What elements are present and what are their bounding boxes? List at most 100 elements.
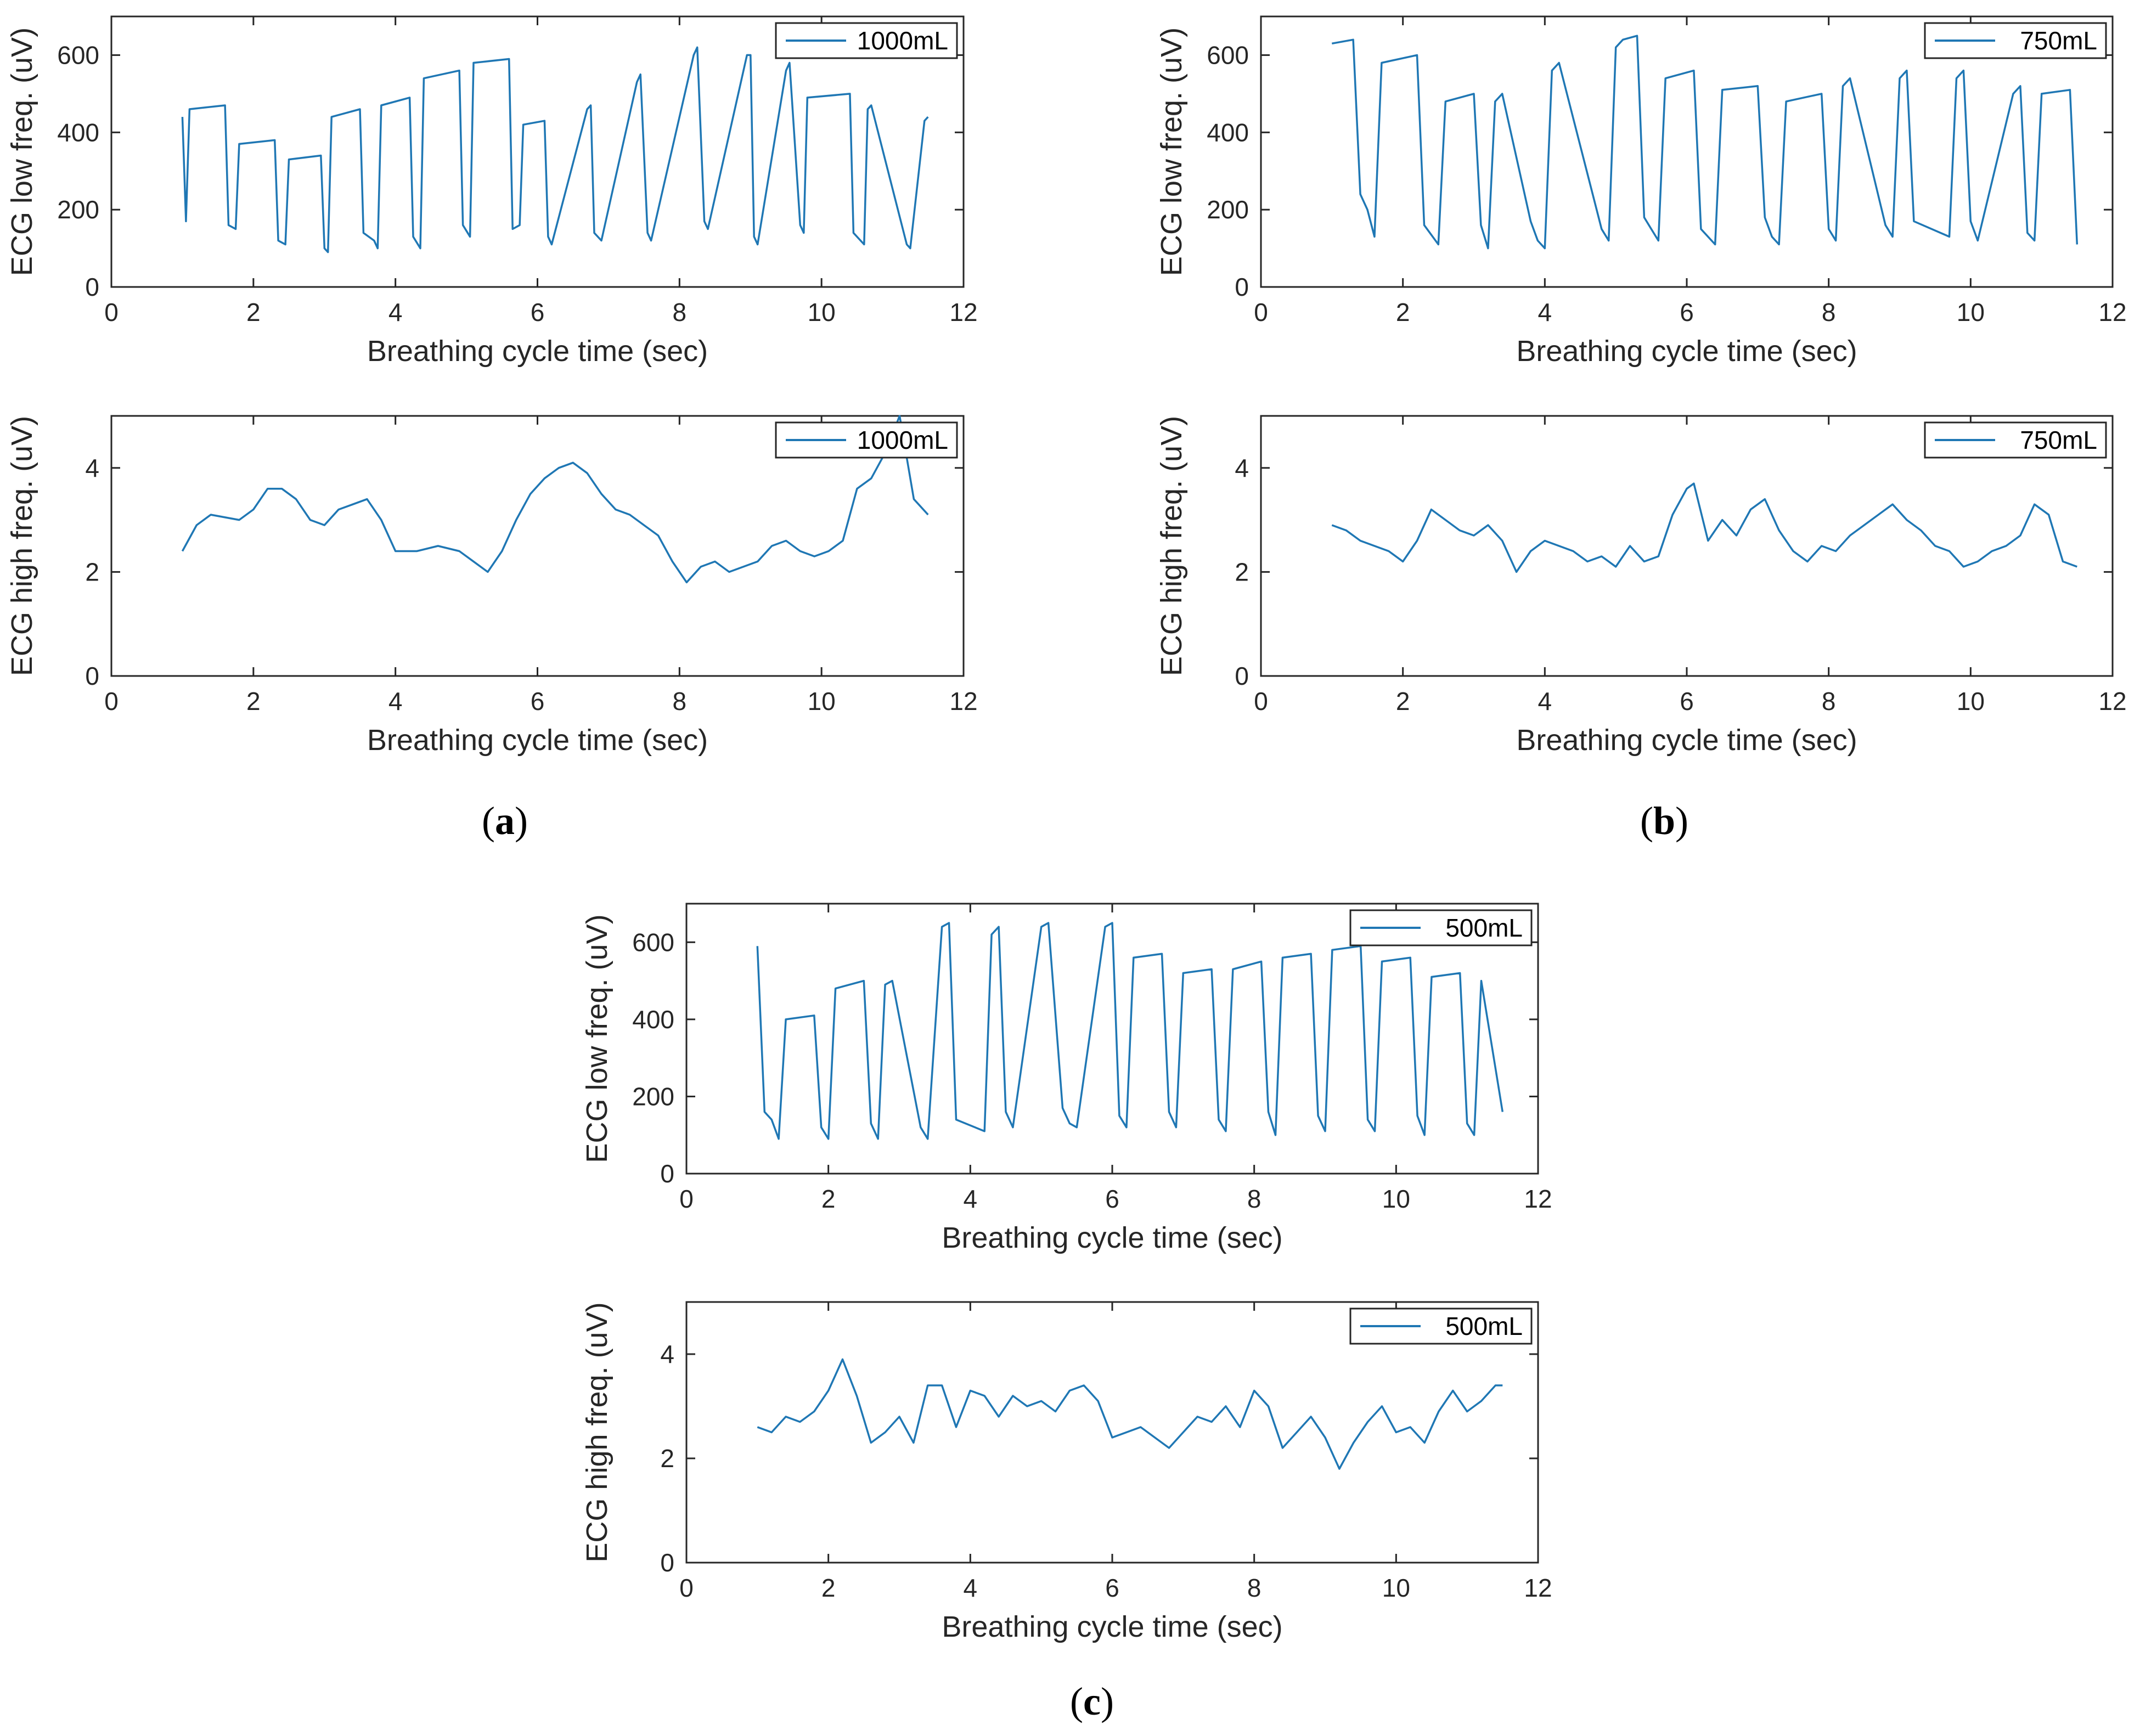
legend: 750mL — [1924, 421, 2107, 459]
chart-b-low: 0 2 4 6 8 10 12 0 200 400 600 Breathing cycle time … — [1155, 15, 2127, 368]
x-tick-label: 0 — [104, 687, 119, 715]
x-tick-label: 4 — [1538, 687, 1552, 715]
caption-a: (a) — [482, 799, 528, 843]
y-tick-label: 400 — [632, 1005, 674, 1034]
legend: 500mL — [1349, 909, 1533, 946]
x-tick-label: 10 — [1382, 1185, 1410, 1213]
x-tick-label: 4 — [964, 1574, 978, 1602]
y-axis-label: ECG low freq. (uV) — [5, 27, 38, 276]
x-tick-label: 12 — [1524, 1185, 1552, 1213]
caption-letter: c — [1083, 1679, 1101, 1723]
x-axis-label: Breathing cycle time (sec) — [942, 1221, 1282, 1254]
y-tick-label: 4 — [660, 1340, 674, 1368]
x-tick-label: 12 — [1524, 1574, 1552, 1602]
x-tick-label: 4 — [964, 1185, 978, 1213]
legend-label: 1000mL — [857, 26, 948, 55]
y-tick-label: 0 — [1235, 273, 1249, 301]
x-axis-label: Breathing cycle time (sec) — [367, 335, 708, 368]
caption-close: ) — [1675, 799, 1688, 843]
chart-c-low: 0 2 4 6 8 10 12 0 200 400 600 Breathing cycle time … — [581, 903, 1552, 1254]
x-tick-label: 10 — [1957, 298, 1985, 326]
x-tick-label: 4 — [388, 687, 403, 715]
y-tick-label: 400 — [57, 118, 99, 146]
series-line-750mL — [1331, 35, 2079, 250]
x-tick-label: 4 — [388, 298, 403, 326]
x-axis-label: Breathing cycle time (sec) — [1516, 335, 1857, 368]
x-tick-label: 2 — [821, 1574, 836, 1602]
y-tick-label: 0 — [1235, 662, 1249, 690]
x-tick-label: 6 — [531, 298, 545, 326]
x-tick-label: 0 — [679, 1185, 694, 1213]
caption-close: ) — [1101, 1679, 1114, 1723]
caption-open: ( — [1070, 1679, 1083, 1723]
chart-c-high: 0 2 4 6 8 10 12 0 2 4 Breathing cycle time (sec) EC… — [581, 1301, 1552, 1643]
y-tick-label: 2 — [660, 1444, 674, 1473]
legend: 750mL — [1924, 22, 2107, 59]
y-tick-label: 600 — [1207, 41, 1249, 69]
y-axis-label: ECG low freq. (uV) — [581, 914, 613, 1163]
y-axis-label: ECG high freq. (uV) — [1155, 416, 1188, 676]
legend: 1000mL — [775, 421, 958, 459]
y-axis-label: ECG high freq. (uV) — [5, 416, 38, 676]
series-line-1000mL — [181, 415, 929, 584]
y-tick-label: 600 — [57, 41, 99, 69]
x-tick-label: 10 — [808, 298, 836, 326]
x-tick-label: 0 — [679, 1574, 694, 1602]
caption-open: ( — [1640, 799, 1653, 843]
y-tick-label: 0 — [85, 662, 99, 690]
chart-a-high: 0 2 4 6 8 10 12 0 2 4 Breathing cycle time (sec) EC… — [5, 415, 978, 757]
y-tick-label: 200 — [1207, 195, 1249, 224]
y-tick-label: 4 — [85, 454, 99, 482]
legend-box — [1924, 22, 2107, 59]
legend-label: 750mL — [2020, 426, 2097, 454]
y-tick-label: 2 — [85, 557, 99, 586]
x-tick-label: 0 — [1254, 298, 1268, 326]
caption-close: ) — [515, 799, 528, 843]
legend-label: 500mL — [1445, 914, 1523, 942]
x-tick-label: 12 — [949, 687, 977, 715]
y-tick-label: 200 — [57, 195, 99, 224]
series-line-500mL — [756, 922, 1504, 1140]
x-tick-label: 4 — [1538, 298, 1552, 326]
y-tick-label: 0 — [660, 1548, 674, 1577]
y-tick-label: 0 — [660, 1159, 674, 1188]
x-tick-label: 8 — [1247, 1574, 1262, 1602]
x-axis-label: Breathing cycle time (sec) — [367, 724, 708, 757]
x-tick-label: 2 — [246, 687, 261, 715]
x-tick-label: 2 — [246, 298, 261, 326]
x-tick-label: 6 — [1105, 1574, 1119, 1602]
caption-open: ( — [482, 799, 495, 843]
x-axis-label: Breathing cycle time (sec) — [1516, 724, 1857, 757]
y-axis-label: ECG low freq. (uV) — [1155, 27, 1188, 276]
series-line-500mL — [757, 1358, 1503, 1470]
x-tick-label: 8 — [1247, 1185, 1262, 1213]
caption-c: (c) — [1070, 1679, 1114, 1723]
y-tick-label: 200 — [632, 1082, 674, 1111]
legend-label: 500mL — [1445, 1312, 1523, 1340]
legend: 500mL — [1349, 1307, 1533, 1345]
y-tick-label: 2 — [1235, 557, 1249, 586]
x-tick-label: 6 — [1680, 687, 1694, 715]
chart-b-high: 0 2 4 6 8 10 12 0 2 4 Breathing cycle time (sec) EC… — [1155, 415, 2127, 757]
x-tick-label: 8 — [1822, 298, 1836, 326]
series-line-750mL — [1331, 482, 2077, 573]
chart-a-low: 0 2 4 6 8 10 12 0 200 400 600 Breathing cycle time … — [5, 15, 978, 368]
series-line-1000mL — [181, 46, 929, 253]
x-tick-label: 2 — [1396, 687, 1410, 715]
x-tick-label: 6 — [1680, 298, 1694, 326]
y-tick-label: 0 — [85, 273, 99, 301]
x-tick-label: 10 — [1382, 1574, 1410, 1602]
caption-letter: b — [1653, 799, 1675, 843]
x-tick-label: 6 — [531, 687, 545, 715]
y-tick-label: 400 — [1207, 118, 1249, 146]
caption-letter: a — [495, 799, 515, 843]
x-tick-label: 0 — [104, 298, 119, 326]
x-tick-label: 6 — [1105, 1185, 1119, 1213]
x-tick-label: 0 — [1254, 687, 1268, 715]
x-tick-label: 2 — [821, 1185, 836, 1213]
x-axis-label: Breathing cycle time (sec) — [942, 1610, 1282, 1643]
caption-b: (b) — [1640, 799, 1688, 843]
legend: 1000mL — [775, 22, 958, 59]
x-tick-label: 10 — [808, 687, 836, 715]
